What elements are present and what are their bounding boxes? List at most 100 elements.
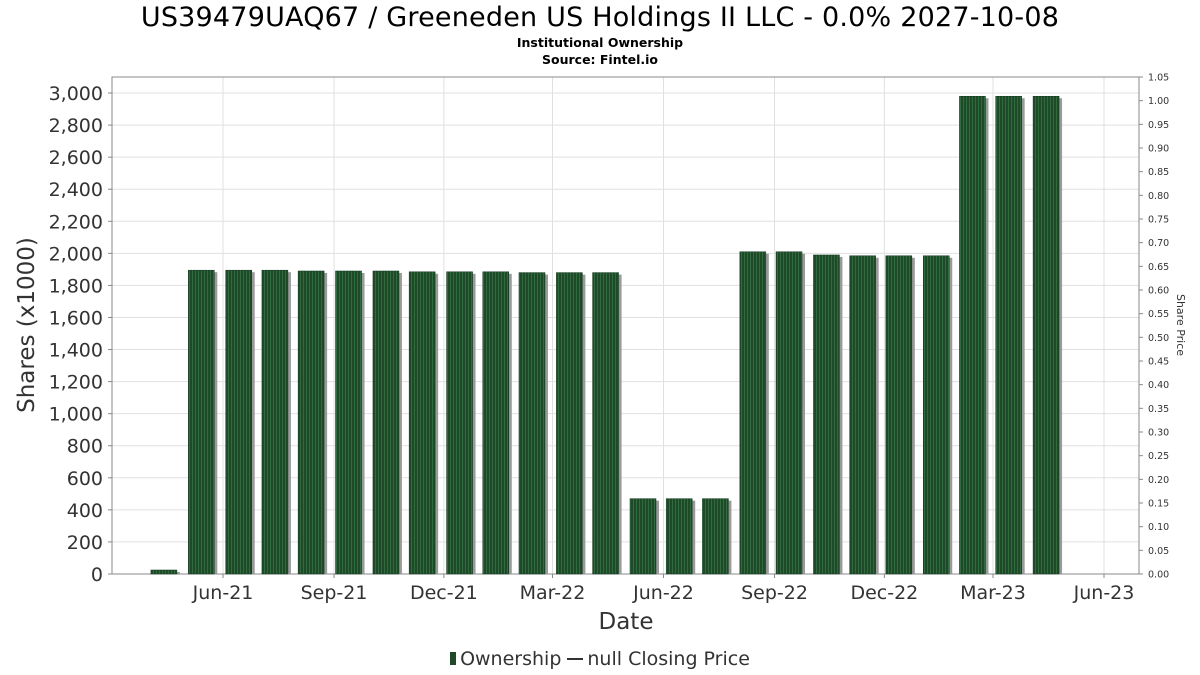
ownership-bar (739, 251, 767, 575)
y-tick-label: 3,000 (49, 83, 103, 105)
ownership-bar (446, 271, 473, 575)
y2-tick-label: 1.00 (1148, 96, 1169, 107)
ownership-bar (813, 254, 840, 575)
ownership-bar (959, 95, 986, 575)
y-tick-label: 2,000 (49, 243, 103, 265)
bar-shadow (214, 272, 218, 574)
y-tick-label: 200 (67, 532, 103, 554)
y2-tick-label: 0.75 (1148, 215, 1169, 226)
y-tick-label: 1,600 (49, 307, 103, 329)
y2-tick-label: 0.10 (1148, 522, 1169, 533)
chart-source: Source: Fintel.io (542, 52, 658, 67)
y-tick-label: 600 (67, 468, 103, 490)
bar-shadow (692, 500, 696, 574)
y2-tick-label: 0.30 (1148, 428, 1169, 439)
y-tick-label: 1,200 (49, 372, 103, 394)
y2-tick-label: 0.50 (1148, 333, 1169, 344)
y2-tick-label: 0.65 (1148, 262, 1169, 273)
ownership-bar (518, 272, 546, 575)
ownership-bar (188, 269, 215, 575)
y-tick-label: 2,400 (49, 179, 103, 201)
x-tick-label: Jun-23 (1073, 582, 1135, 604)
bars (150, 95, 1063, 575)
y2-tick-label: 0.55 (1148, 309, 1169, 320)
ownership-bar (702, 498, 729, 575)
y2-tick-label: 0.95 (1148, 120, 1169, 131)
bar-shadow (655, 500, 659, 574)
ownership-bar (885, 255, 913, 575)
x-tick-label: Dec-21 (410, 582, 478, 604)
bar-shadow (802, 253, 806, 574)
bar-shadow (544, 274, 548, 574)
bar-shadow (324, 272, 328, 574)
y2-tick-label: 0.85 (1148, 167, 1169, 178)
bar-shadow (985, 98, 989, 574)
ownership-bar (592, 272, 619, 575)
ownership-bar (995, 95, 1022, 575)
ownership-bar (225, 269, 252, 575)
y2-tick-label: 0.00 (1148, 570, 1169, 581)
legend-price: null Closing Price (587, 647, 750, 670)
y2-tick-label: 0.35 (1148, 404, 1169, 415)
bar-shadow (728, 500, 732, 574)
y2-tick-label: 0.90 (1148, 144, 1169, 155)
bar-shadow (176, 571, 180, 574)
y2-tick-label: 0.15 (1148, 499, 1169, 510)
y-tick-label: 2,200 (49, 211, 103, 233)
bar-shadow (839, 256, 843, 574)
ownership-bar (261, 269, 289, 575)
bar-shadow (398, 272, 402, 574)
y-tick-label: 1,400 (49, 340, 103, 362)
y2-tick-label: 0.40 (1148, 380, 1169, 391)
chart-title: US39479UAQ67 / Greeneden US Holdings II … (140, 2, 1060, 33)
ownership-bar (775, 251, 803, 575)
bar-shadow (765, 253, 769, 574)
y-axis-label: Shares (x1000) (14, 237, 40, 413)
y2-tick-label: 0.80 (1148, 191, 1169, 202)
bar-shadow (361, 272, 365, 574)
x-axis-label: Date (599, 609, 654, 635)
y2-tick-label: 0.70 (1148, 238, 1169, 249)
bar-shadow (949, 257, 953, 574)
ownership-bar (1032, 95, 1060, 575)
y-tick-label: 2,800 (49, 115, 103, 137)
ownership-bar (150, 569, 178, 575)
x-tick-label: Jun-21 (192, 582, 254, 604)
x-tick-label: Mar-22 (520, 582, 586, 604)
bar-shadow (508, 273, 512, 574)
y-tick-label: 1,800 (49, 275, 103, 297)
y-tick-label: 400 (67, 500, 103, 522)
bar-shadow (618, 274, 622, 574)
bar-shadow (875, 257, 879, 574)
y2-tick-label: 0.05 (1148, 546, 1169, 557)
y2-tick-label: 0.60 (1148, 286, 1169, 297)
y2-tick-label: 0.25 (1148, 451, 1169, 462)
price-legend-swatch (567, 657, 584, 660)
ownership-bar (408, 271, 436, 575)
y2-axis-label: Share Price (1174, 294, 1187, 356)
ownership-bar (923, 255, 950, 575)
bar-shadow (435, 273, 439, 574)
y-axis-ticks: 0 200 400 600 800 1,000 1,200 1,400 1,600 1,800 2,… (49, 83, 112, 586)
bar-shadow (251, 272, 255, 574)
y-tick-label: 1,000 (49, 404, 103, 426)
x-tick-label: Dec-22 (850, 582, 918, 604)
ownership-legend-swatch (450, 652, 457, 665)
ownership-bar (556, 272, 583, 575)
ownership-bar (482, 271, 510, 575)
plot-area (111, 76, 1140, 575)
x-tick-label: Sep-22 (741, 582, 808, 604)
y2-tick-label: 0.20 (1148, 475, 1169, 486)
ownership-bar (665, 498, 693, 575)
ownership-bar (372, 270, 400, 575)
y2-axis-ticks: 0.00 0.05 0.10 0.15 0.20 0.25 0.30 0.35 0.40 0.45… (1139, 73, 1169, 581)
y2-tick-label: 0.45 (1148, 357, 1169, 368)
bar-shadow (287, 272, 291, 574)
legend: Ownership null Closing Price (0, 647, 1200, 670)
chart-subtitle: Institutional Ownership (516, 35, 684, 50)
x-tick-label: Sep-21 (301, 582, 368, 604)
bar-shadow (911, 257, 915, 574)
y2-tick-label: 1.05 (1148, 73, 1169, 84)
ownership-bar (629, 498, 657, 575)
